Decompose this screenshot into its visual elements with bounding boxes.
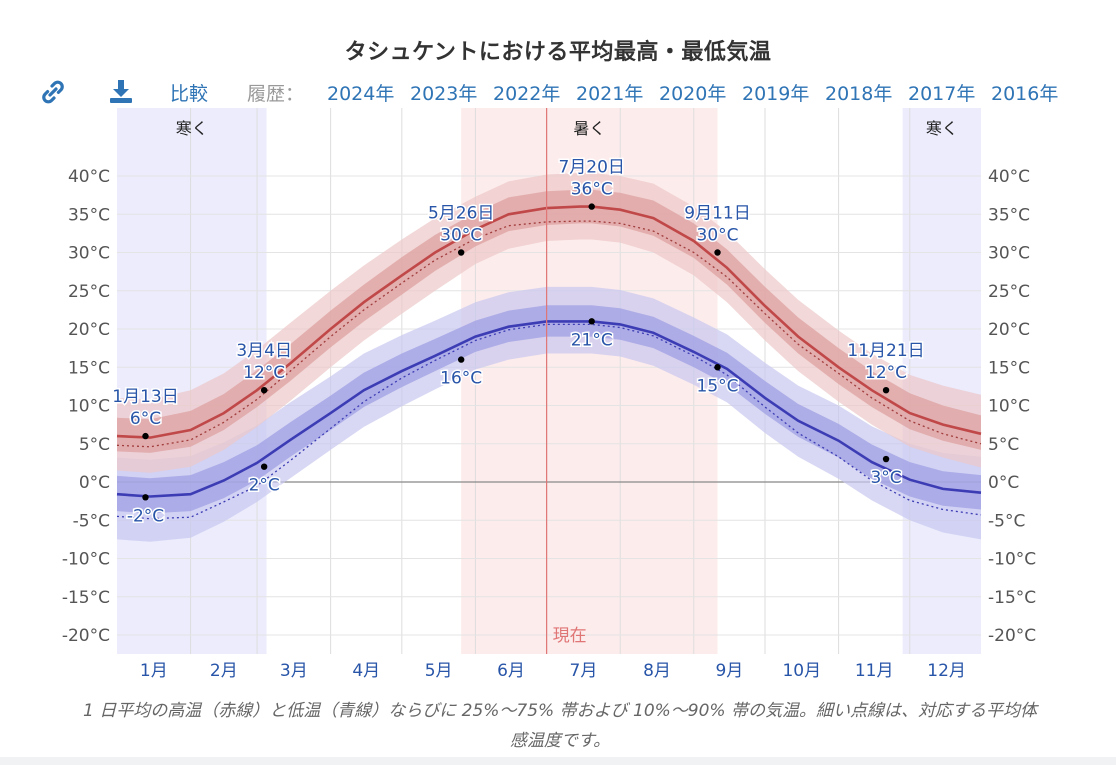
annotation-temp-label: 16°C bbox=[440, 369, 482, 389]
y-tick-label-right: 5°C bbox=[988, 435, 1019, 455]
high-temperature-line bbox=[116, 205, 982, 439]
download-icon[interactable] bbox=[107, 78, 135, 106]
annotation-date-label: 1月13日 bbox=[112, 387, 178, 407]
annotation-date-label: 5月26日 bbox=[428, 204, 494, 224]
link-icon[interactable] bbox=[39, 78, 67, 106]
annotation-point bbox=[714, 249, 721, 256]
annotation-temp-label: 21°C bbox=[571, 330, 613, 350]
annotation-point bbox=[457, 356, 465, 363]
annotation-point bbox=[588, 203, 595, 210]
year-link-2018[interactable]: 2018年 bbox=[825, 83, 893, 105]
season-label: 寒く bbox=[926, 119, 958, 138]
month-tick-label: 10月 bbox=[782, 661, 821, 681]
month-tick-label: 6月 bbox=[497, 661, 525, 681]
y-tick-label-left: -15°C bbox=[62, 588, 110, 608]
y-tick-label-right: 15°C bbox=[988, 358, 1030, 378]
season-label: 暑く bbox=[573, 119, 605, 138]
low-temperature-line bbox=[116, 320, 982, 498]
year-link-2019[interactable]: 2019年 bbox=[742, 83, 810, 105]
annotation-temp-label: 12°C bbox=[243, 363, 285, 383]
temperature-chart: 1月 2月 3月 4月 5月 6月 7月 8月 9月 10月 11月 12月 -20°C -20°C -15… bbox=[62, 108, 1036, 681]
y-tick-label-left: 30°C bbox=[68, 244, 110, 264]
y-tick-label-right: 30°C bbox=[988, 244, 1030, 264]
y-tick-label-right: -20°C bbox=[988, 626, 1036, 646]
annotation-point bbox=[142, 494, 149, 501]
y-tick-label-left: -10°C bbox=[62, 550, 110, 570]
y-tick-label-right: 25°C bbox=[988, 282, 1030, 302]
annotation-temp-label: -2°C bbox=[127, 506, 164, 526]
annotation-temp-label: 12°C bbox=[865, 363, 907, 383]
annotation-point bbox=[714, 364, 721, 371]
annotation-point bbox=[882, 387, 890, 394]
annotation-date-label: 7月20日 bbox=[558, 158, 624, 178]
now-label: 現在 bbox=[553, 626, 587, 646]
annotation-temp-label: 2°C bbox=[249, 476, 280, 496]
annotation-point bbox=[457, 249, 465, 256]
chart-title: タシュケントにおける平均最高・最低気温 bbox=[344, 40, 772, 65]
annotation-temp-label: 36°C bbox=[571, 180, 613, 200]
y-tick-label-left: 40°C bbox=[68, 167, 110, 187]
month-tick-label: 8月 bbox=[643, 661, 671, 681]
y-tick-label-left: -20°C bbox=[62, 626, 110, 646]
y-tick-label-left: 0°C bbox=[79, 473, 110, 493]
y-tick-label-left: 20°C bbox=[68, 320, 110, 340]
month-tick-label: 12月 bbox=[927, 661, 966, 681]
annotation-date-label: 11月21日 bbox=[847, 341, 924, 361]
month-tick-label: 1月 bbox=[140, 661, 168, 681]
annotation-point bbox=[142, 432, 149, 440]
y-tick-label-right: -15°C bbox=[988, 588, 1036, 608]
annotation-point bbox=[588, 318, 595, 325]
annotation-temp-label: 30°C bbox=[697, 226, 739, 246]
y-tick-label-right: -10°C bbox=[988, 550, 1036, 570]
month-tick-label: 3月 bbox=[280, 661, 308, 681]
annotation-temp-label: 15°C bbox=[697, 376, 739, 396]
annotation-temp-label: 3°C bbox=[870, 468, 901, 488]
high-band-10-90 bbox=[117, 172, 981, 473]
year-link-2021[interactable]: 2021年 bbox=[576, 83, 644, 105]
year-link-2017[interactable]: 2017年 bbox=[908, 83, 976, 105]
annotation-temp-label: 6°C bbox=[130, 409, 161, 429]
y-tick-label-left: -5°C bbox=[73, 511, 110, 531]
month-tick-label: 7月 bbox=[570, 661, 598, 681]
y-tick-label-right: 20°C bbox=[988, 320, 1030, 340]
annotation-point bbox=[882, 455, 890, 463]
low-feels-like-line bbox=[116, 323, 982, 520]
history-label: 履歴： bbox=[247, 83, 305, 105]
y-tick-label-right: 10°C bbox=[988, 397, 1030, 417]
y-tick-label-left: 35°C bbox=[68, 205, 110, 225]
month-tick-label: 2月 bbox=[210, 661, 238, 681]
month-tick-label: 11月 bbox=[855, 661, 894, 681]
year-link-2024[interactable]: 2024年 bbox=[327, 83, 395, 105]
month-tick-label: 9月 bbox=[715, 661, 743, 681]
season-label: 寒く bbox=[176, 119, 208, 138]
year-link-2016[interactable]: 2016年 bbox=[991, 83, 1059, 105]
year-link-2022[interactable]: 2022年 bbox=[493, 83, 561, 105]
bottom-divider bbox=[0, 757, 1116, 765]
year-link-2020[interactable]: 2020年 bbox=[659, 83, 727, 105]
y-tick-label-left: 10°C bbox=[68, 397, 110, 417]
y-tick-label-left: 5°C bbox=[79, 435, 110, 455]
high-band-25-75 bbox=[117, 189, 981, 453]
y-tick-label-left: 15°C bbox=[68, 358, 110, 378]
y-tick-label-left: 25°C bbox=[68, 282, 110, 302]
annotation-point bbox=[260, 387, 268, 394]
y-tick-label-right: 35°C bbox=[988, 205, 1030, 225]
y-tick-label-right: 40°C bbox=[988, 167, 1030, 187]
month-tick-label: 5月 bbox=[425, 661, 453, 681]
year-link-2023[interactable]: 2023年 bbox=[410, 83, 478, 105]
annotation-date-label: 9月11日 bbox=[684, 204, 750, 224]
annotation-date-label: 3月4日 bbox=[236, 341, 292, 361]
chart-toolbar: 比較 履歴： 2024年 2023年 2022年 2021年 2020年 201… bbox=[0, 78, 1116, 108]
low-band-25-75 bbox=[117, 305, 981, 514]
y-tick-label-right: 0°C bbox=[988, 473, 1019, 493]
annotation-temp-label: 30°C bbox=[440, 226, 482, 246]
annotation-point bbox=[260, 463, 268, 470]
chart-caption: 1 日平均の高温（赤線）と低温（青線）ならびに 25%～75% 帯および 10%… bbox=[83, 701, 1037, 751]
y-tick-label-right: -5°C bbox=[988, 511, 1025, 531]
compare-link[interactable]: 比較 bbox=[170, 83, 209, 105]
month-tick-label: 4月 bbox=[352, 661, 380, 681]
